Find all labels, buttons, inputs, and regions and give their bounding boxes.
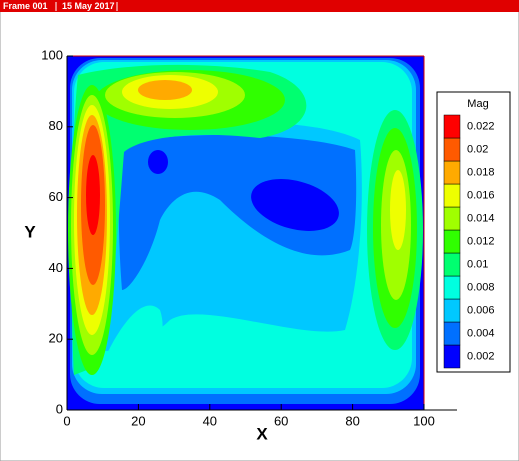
legend-label: 0.02 — [467, 143, 488, 155]
x-tick-label: 100 — [413, 413, 435, 428]
legend-swatch — [443, 298, 461, 323]
legend-swatch — [443, 206, 461, 231]
legend-swatch — [443, 275, 461, 300]
legend-swatch — [443, 160, 461, 185]
y-tick-label: 20 — [49, 331, 63, 346]
contour-band — [138, 80, 192, 100]
legend-label: 0.016 — [467, 189, 495, 201]
y-tick-label: 40 — [49, 260, 63, 275]
legend-swatch — [443, 114, 461, 139]
y-tick-label: 0 — [56, 401, 63, 416]
legend-title: Mag — [467, 98, 488, 110]
x-axis-label: X — [256, 424, 268, 443]
contour-band — [251, 179, 339, 231]
x-tick-label: 60 — [274, 413, 288, 428]
legend-label: 0.01 — [467, 258, 488, 270]
legend-swatch — [443, 321, 461, 346]
legend-label: 0.022 — [467, 120, 495, 132]
legend-swatch — [443, 344, 461, 369]
contour-band — [71, 64, 307, 376]
header-bar — [0, 0, 519, 12]
x-tick-label: 0 — [63, 413, 70, 428]
y-axis-label: Y — [24, 222, 36, 241]
y-tick-label: 80 — [49, 118, 63, 133]
legend-label: 0.018 — [467, 166, 495, 178]
y-tick-label: 100 — [41, 47, 63, 62]
legend-swatch — [443, 137, 461, 162]
contour-band — [118, 135, 357, 290]
y-tick-label: 60 — [49, 189, 63, 204]
legend-label: 0.014 — [467, 212, 495, 224]
contour-band — [86, 155, 100, 235]
contour-band — [148, 150, 168, 174]
x-tick-label: 20 — [131, 413, 145, 428]
contour-band — [390, 170, 406, 250]
frame-label: Frame 001 — [3, 1, 48, 11]
legend-label: 0.008 — [467, 281, 495, 293]
legend-label: 0.002 — [467, 350, 495, 362]
legend-label: 0.012 — [467, 235, 495, 247]
legend-swatch — [443, 183, 461, 208]
contour-band — [95, 305, 163, 385]
x-tick-label: 40 — [203, 413, 217, 428]
legend-swatch — [443, 229, 461, 254]
legend-label: 0.004 — [467, 327, 495, 339]
legend-label: 0.006 — [467, 304, 495, 316]
date-label: 15 May 2017 — [62, 1, 115, 11]
contour-field — [67, 56, 424, 410]
x-tick-label: 80 — [345, 413, 359, 428]
legend-swatch — [443, 252, 461, 277]
